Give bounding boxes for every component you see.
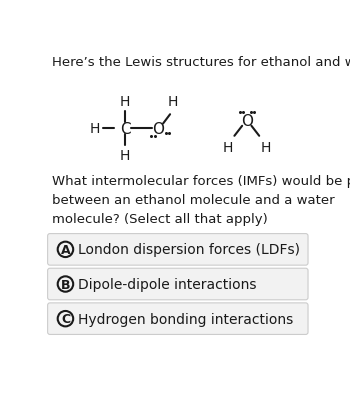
FancyBboxPatch shape [48,234,308,265]
Text: H: H [120,95,130,109]
FancyBboxPatch shape [48,303,308,334]
Text: A: A [61,243,70,256]
Text: H: H [90,122,100,136]
Text: London dispersion forces (LDFs): London dispersion forces (LDFs) [78,243,300,257]
Text: What intermolecular forces (IMFs) would be present
between an ethanol molecule a: What intermolecular forces (IMFs) would … [51,175,350,226]
Text: Hydrogen bonding interactions: Hydrogen bonding interactions [78,312,293,326]
Text: O: O [241,113,253,129]
Text: H: H [260,141,271,155]
Text: Dipole-dipole interactions: Dipole-dipole interactions [78,277,256,291]
Text: H: H [120,149,130,163]
Text: H: H [223,141,233,155]
Text: H: H [168,95,178,109]
Text: C: C [61,312,70,325]
Text: B: B [61,278,70,291]
FancyBboxPatch shape [48,269,308,300]
Text: C: C [120,121,131,136]
Text: Here’s the Lewis structures for ethanol and water:: Here’s the Lewis structures for ethanol … [51,56,350,69]
Text: O: O [153,121,164,136]
